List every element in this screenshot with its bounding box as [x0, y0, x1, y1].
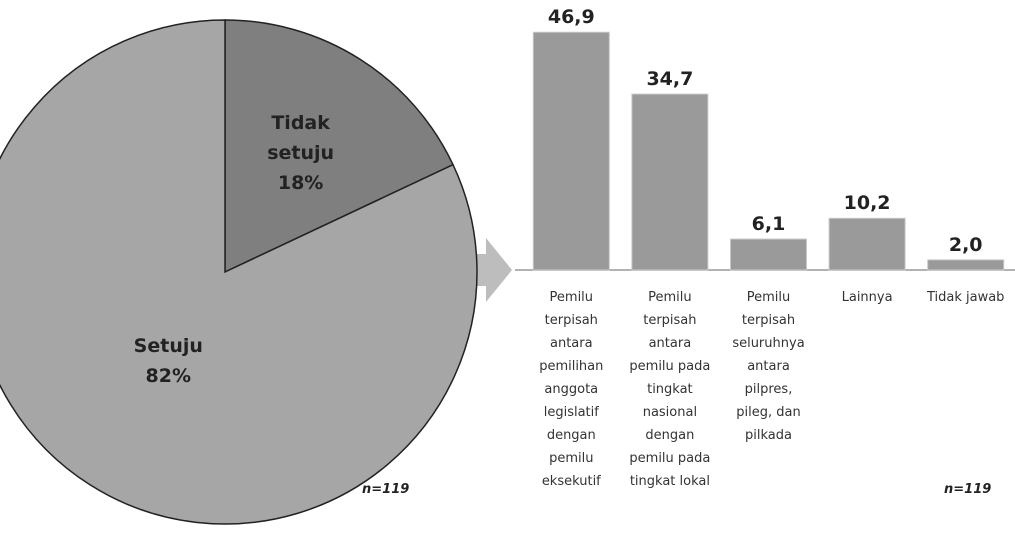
value-label: 34,7 [646, 68, 693, 90]
category-label: Pemilu terpisah seluruhnya antara pilpre… [726, 286, 812, 447]
category-label: Tidak jawab [923, 286, 1009, 309]
value-label: 2,0 [949, 234, 983, 256]
category-label: Pemilu terpisah antara pemilu pada tingk… [627, 286, 713, 493]
bar [532, 31, 610, 271]
category-label: Lainnya [824, 286, 910, 309]
slice-name: Tidak setuju [267, 111, 335, 164]
category-text: Tidak jawab [926, 290, 1005, 305]
sample-note: n=119 [944, 482, 991, 497]
category-text: Pemilu terpisah seluruhnya antara pilpre… [732, 290, 805, 443]
value-text: 46,9 [547, 6, 595, 29]
bar [730, 238, 807, 271]
value-text: 34,7 [646, 68, 694, 91]
sample-note: n=119 [362, 482, 409, 497]
category-text: Pemilu terpisah antara pemilihan anggota… [539, 290, 604, 489]
category-label: Pemilu terpisah antara pemilihan anggota… [528, 286, 614, 493]
bar [631, 93, 709, 271]
slice-name: Setuju [133, 335, 203, 358]
pie-slice [224, 19, 455, 274]
note-text: n=119 [362, 482, 410, 497]
pie-slice [0, 19, 478, 525]
note-text: n=119 [944, 482, 992, 497]
pie-label: Setuju 82% [123, 331, 213, 391]
value-text: 6,1 [751, 213, 786, 236]
value-label: 46,9 [548, 6, 595, 28]
value-text: 2,0 [948, 233, 983, 256]
slice-value: 82% [145, 365, 192, 388]
value-label: 6,1 [752, 213, 786, 235]
value-text: 10,2 [843, 192, 891, 215]
bar [828, 217, 906, 271]
bar [927, 259, 1005, 271]
slice-value: 18% [277, 171, 324, 194]
category-text: Lainnya [841, 290, 893, 305]
category-text: Pemilu terpisah antara pemilu pada tingk… [629, 290, 711, 489]
value-label: 10,2 [844, 192, 891, 214]
pie-label: Tidak setuju 18% [256, 108, 346, 198]
